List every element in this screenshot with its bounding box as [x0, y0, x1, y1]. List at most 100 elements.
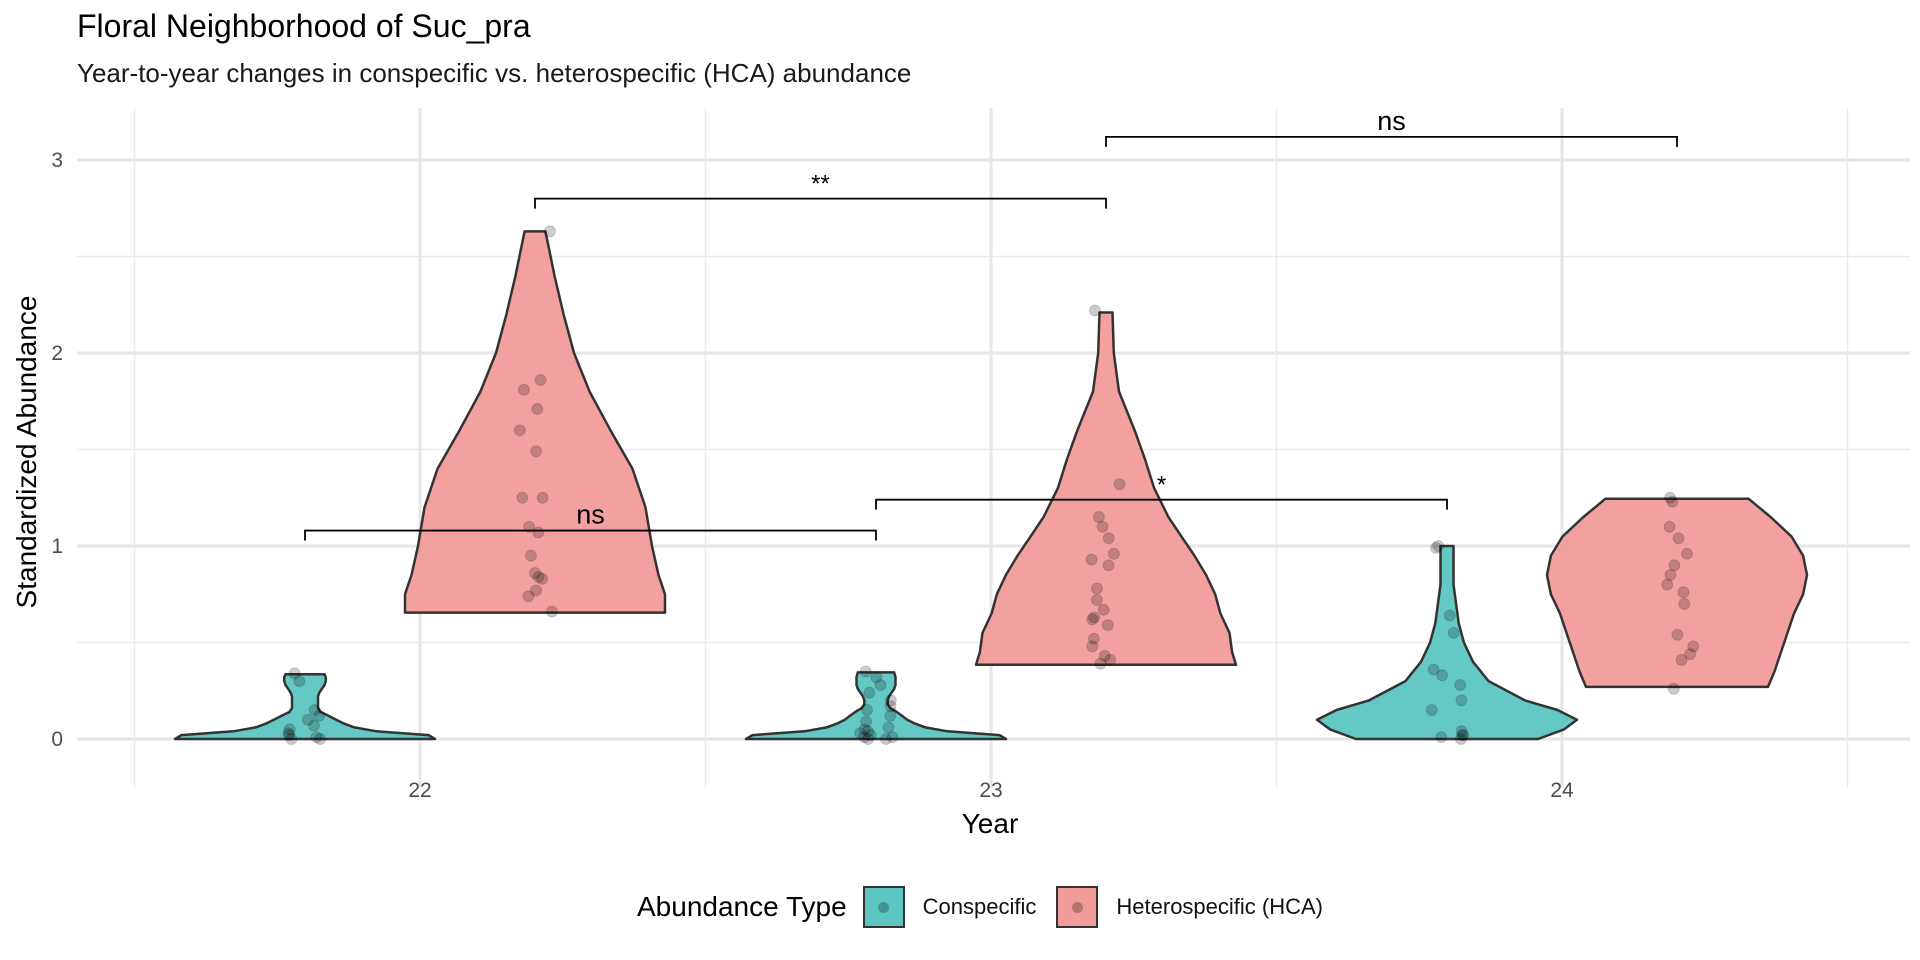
data-point: [862, 725, 875, 738]
legend-item-heterospecific: Heterospecific (HCA): [1056, 886, 1323, 928]
data-point: [1094, 657, 1107, 670]
data-point: [1661, 578, 1674, 591]
data-point: [1104, 653, 1117, 666]
data-point: [301, 713, 314, 726]
data-point: [1456, 729, 1469, 742]
data-point: [1667, 682, 1680, 695]
y-tick-label: 2: [51, 342, 63, 365]
data-point: [1455, 733, 1467, 745]
data-point: [530, 584, 542, 597]
significance-brackets: ns***ns: [304, 106, 1678, 541]
y-axis-title: Standardized Abundance: [11, 296, 42, 609]
significance-bracket: [304, 529, 877, 541]
data-point: [1675, 653, 1688, 666]
y-tick-label: 1: [51, 535, 63, 558]
x-axis-title: Year: [962, 808, 1019, 839]
data-point: [1430, 541, 1442, 554]
data-point: [283, 729, 296, 742]
data-point: [874, 679, 887, 691]
data-point: [1088, 611, 1101, 624]
data-point: [1102, 559, 1115, 572]
data-point: [1677, 586, 1690, 599]
data-point: [282, 727, 295, 740]
data-point: [1092, 511, 1105, 523]
data-point: [1663, 520, 1676, 533]
data-point: [308, 704, 321, 716]
significance-label: **: [811, 171, 830, 198]
data-point: [544, 225, 556, 238]
data-point: [870, 671, 883, 684]
data-point: [1086, 613, 1099, 626]
legend-item-conspecific: Conspecific: [862, 886, 1036, 928]
data-point: [1096, 520, 1109, 533]
legend-label-heterospecific: Heterospecific (HCA): [1116, 894, 1323, 919]
data-point: [1086, 640, 1099, 653]
y-tick-label: 0: [51, 728, 63, 751]
data-point: [1090, 594, 1103, 606]
data-point: [522, 590, 535, 603]
data-point: [1687, 640, 1700, 653]
chart-title: Floral Neighborhood of Suc_pra: [77, 8, 531, 44]
legend-title: Abundance Type: [637, 891, 847, 922]
chart-subtitle: Year-to-year changes in conspecific vs. …: [77, 58, 912, 88]
data-point: [864, 729, 877, 742]
data-point: [882, 721, 895, 734]
data-point: [861, 704, 874, 716]
data-point: [1097, 603, 1110, 616]
data-point: [536, 491, 549, 504]
data-point: [860, 715, 873, 728]
data-point: [1455, 694, 1468, 707]
data-point: [1436, 669, 1449, 682]
data-point: [529, 567, 541, 579]
significance-bracket: [534, 197, 1107, 209]
data-point: [854, 727, 867, 740]
data-point: [859, 665, 872, 678]
significance-label: ns: [576, 500, 605, 530]
data-point: [1443, 609, 1456, 622]
data-point: [1087, 632, 1100, 645]
data-point: [1432, 540, 1445, 552]
data-point: [532, 570, 545, 583]
data-point: [1457, 729, 1470, 742]
violin-heterospecific-23: [974, 311, 1238, 666]
data-point: [313, 709, 326, 722]
data-point: [886, 731, 899, 744]
data-point: [517, 383, 530, 396]
data-point: [1098, 650, 1111, 662]
legend-key-heterospecific: [1056, 886, 1099, 928]
significance-label: *: [1157, 472, 1166, 499]
data-point: [513, 424, 526, 437]
violins: [173, 230, 1809, 741]
data-point: [1668, 559, 1681, 572]
violin-conspecific-22: [173, 673, 437, 741]
data-point: [1113, 478, 1126, 491]
data-point: [858, 731, 871, 744]
data-points: [282, 225, 1700, 745]
data-point: [884, 694, 897, 707]
grid-lines: [77, 108, 1910, 788]
legend-key-conspecific: [862, 886, 905, 928]
data-point: [1672, 532, 1685, 545]
data-point: [1664, 491, 1677, 504]
data-point: [1425, 704, 1438, 716]
data-point: [1085, 553, 1098, 566]
data-point: [1089, 304, 1101, 317]
violin-heterospecific-24: [1545, 497, 1809, 689]
significance-bracket: [875, 498, 1448, 510]
data-point: [1455, 725, 1468, 738]
y-tick-label: 3: [51, 149, 63, 172]
data-point: [1435, 731, 1448, 744]
data-point: [536, 572, 549, 585]
data-point: [1664, 569, 1677, 581]
data-point: [534, 374, 547, 386]
data-point: [862, 733, 875, 745]
data-point: [531, 403, 544, 415]
data-point: [1101, 619, 1114, 632]
data-point: [293, 675, 306, 688]
data-point: [1671, 628, 1684, 641]
data-point: [858, 723, 871, 736]
data-point: [523, 520, 536, 533]
data-point: [1427, 663, 1440, 676]
